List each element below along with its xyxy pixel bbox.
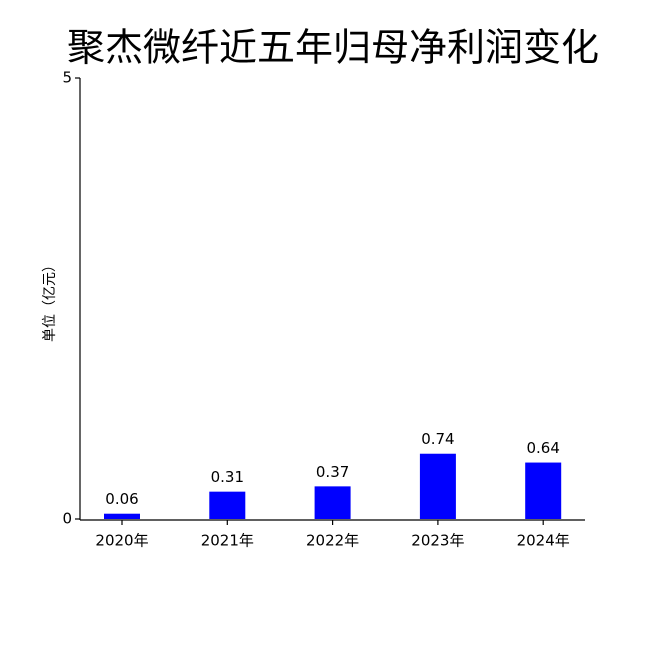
x-tick-label: 2023年 — [411, 532, 464, 550]
bar — [419, 453, 456, 519]
y-tick-label: 5 — [62, 69, 72, 87]
x-tick-label: 2022年 — [306, 532, 359, 550]
y-tick-label: 0 — [62, 510, 72, 528]
x-tick-label: 2021年 — [201, 532, 254, 550]
bar — [314, 486, 351, 519]
x-tick-label: 2020年 — [95, 532, 148, 550]
data-label: 0.06 — [105, 490, 138, 508]
x-tick-label: 2024年 — [517, 532, 570, 550]
data-label: 0.64 — [526, 439, 559, 457]
y-axis-label: 单位（亿元） — [42, 258, 58, 342]
bar — [209, 491, 246, 519]
chart-title: 聚杰微纤近五年归母净利润变化 — [67, 26, 599, 70]
data-label: 0.74 — [421, 430, 454, 448]
bar — [525, 462, 562, 519]
bar — [104, 513, 140, 519]
data-label: 0.37 — [316, 463, 349, 481]
data-label: 0.31 — [211, 468, 244, 486]
